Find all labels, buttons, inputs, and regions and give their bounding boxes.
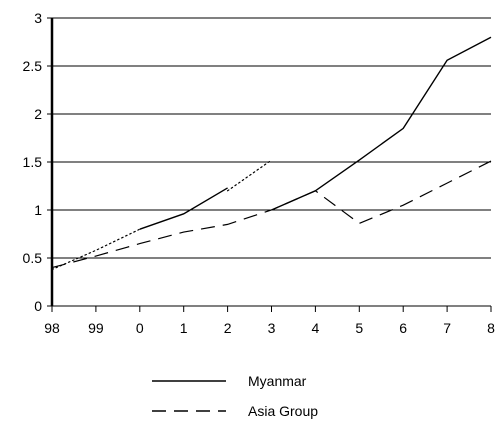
axes bbox=[47, 17, 492, 312]
dotted-segment-0 bbox=[51, 228, 141, 271]
x-tick-label: 0 bbox=[136, 320, 144, 336]
x-tick-label: 1 bbox=[180, 320, 188, 336]
x-tick-label: 5 bbox=[355, 320, 363, 336]
x-tick-label: 99 bbox=[88, 320, 104, 336]
x-tick-label: 7 bbox=[443, 320, 451, 336]
y-tick-label: 2.5 bbox=[23, 58, 43, 74]
y-tick-label: 2 bbox=[34, 106, 42, 122]
x-tick-label: 3 bbox=[268, 320, 276, 336]
series-asia-group-line bbox=[51, 160, 492, 269]
series-lines bbox=[51, 36, 492, 271]
legend-label-asia-group: Asia Group bbox=[248, 403, 318, 419]
x-tick-label: 2 bbox=[224, 320, 232, 336]
x-tick-labels: 98 99 0 1 2 3 4 5 6 7 8 bbox=[44, 320, 495, 336]
y-tick-labels: 0 0.5 1 1.5 2 2.5 3 bbox=[23, 10, 43, 314]
gridlines bbox=[52, 17, 491, 307]
legend: Myanmar Asia Group bbox=[152, 373, 318, 419]
x-tick-label: 8 bbox=[487, 320, 495, 336]
y-tick-label: 0.5 bbox=[23, 250, 43, 266]
x-tick-label: 6 bbox=[399, 320, 407, 336]
y-tick-label: 1.5 bbox=[23, 154, 43, 170]
x-tick-label: 4 bbox=[312, 320, 320, 336]
series-myanmar-line-a bbox=[139, 187, 228, 230]
series-myanmar-line-b bbox=[271, 36, 492, 211]
legend-label-myanmar: Myanmar bbox=[248, 373, 307, 389]
dotted-segment-1 bbox=[227, 159, 273, 192]
x-tick-label: 98 bbox=[44, 320, 60, 336]
y-tick-label: 1 bbox=[34, 202, 42, 218]
y-tick-label: 3 bbox=[34, 10, 42, 26]
y-tick-label: 0 bbox=[34, 298, 42, 314]
